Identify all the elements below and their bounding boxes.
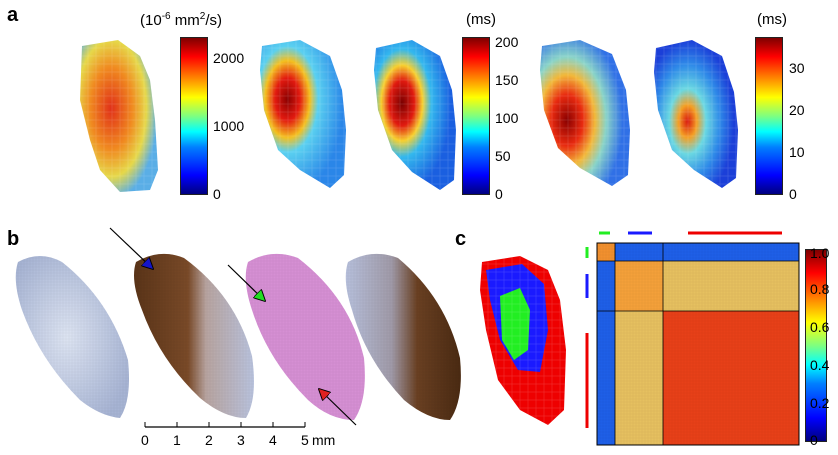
colorbar-corr-tick: 0.8 [810, 281, 830, 297]
scale-tick: 4 [269, 432, 277, 448]
colorbar-adc-unit: (10-6 mm2/s) [140, 11, 222, 29]
colorbar-t2s [755, 37, 783, 195]
scale-unit: mm [312, 432, 336, 448]
colorbar-corr-tick: 0.4 [810, 357, 830, 373]
colorbar-t2 [462, 37, 490, 195]
panel-label-b: b [7, 228, 20, 250]
scale-tick: 1 [173, 432, 181, 448]
panel-label-a: a [7, 4, 19, 26]
colorbar-t2s-tick: 20 [789, 102, 805, 118]
colorbar-t2-tick: 150 [495, 72, 519, 88]
colorbar-corr-tick: 0 [810, 432, 818, 448]
arrow-green [227, 264, 264, 300]
panel-label-c: c [455, 228, 467, 250]
scale-tick: 0 [141, 432, 149, 448]
map-t2-4 [654, 40, 738, 188]
colorbar-adc [180, 37, 208, 195]
stain-slice-4 [345, 253, 461, 420]
colorbar-t2-tick: 50 [495, 148, 511, 164]
colorbar-corr-tick: 0.2 [810, 395, 830, 411]
map-t2-1 [260, 40, 346, 188]
scale-tick: 2 [205, 432, 213, 448]
colorbar-corr-tick: 0.6 [810, 319, 830, 335]
colorbar-adc-tick: 2000 [213, 50, 245, 66]
colorbar-adc-tick: 1000 [213, 118, 245, 134]
stain-slice-3 [245, 253, 365, 420]
correlation-matrix [596, 242, 800, 446]
colorbar-t2s-tick: 10 [789, 144, 805, 160]
colorbar-adc-tick: 0 [213, 186, 221, 202]
colorbar-t2s-unit: (ms) [757, 11, 787, 28]
colorbar-t2s-tick: 30 [789, 60, 805, 76]
colorbar-corr-tick: 1.0 [810, 245, 830, 261]
scale-tick: 3 [237, 432, 245, 448]
scale-bar [144, 422, 306, 428]
map-adc [80, 40, 158, 192]
map-t2-2 [374, 40, 456, 190]
arrow-red [320, 390, 357, 426]
map-t2-3 [540, 40, 630, 186]
colorbar-t2s-tick: 0 [789, 186, 797, 202]
scale-tick: 5 [301, 432, 309, 448]
colorbar-t2-unit: (ms) [466, 11, 496, 28]
stain-slice-2 [134, 253, 254, 418]
colorbar-correlation [805, 249, 827, 442]
stain-slice-1 [15, 256, 129, 418]
colorbar-t2-tick: 0 [495, 186, 503, 202]
colorbar-t2-tick: 200 [495, 34, 519, 50]
arrow-blue [109, 227, 152, 268]
colorbar-t2-tick: 100 [495, 110, 519, 126]
cluster-map [480, 256, 566, 425]
